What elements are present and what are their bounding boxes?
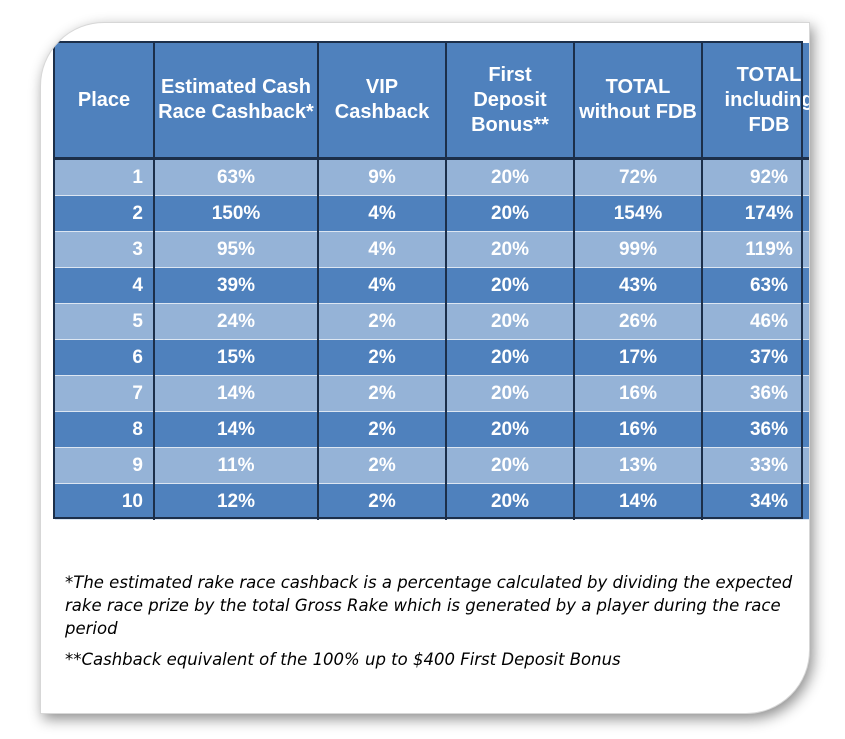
table-row: 7 14% 2% 20% 16% 36% bbox=[55, 375, 809, 412]
cell-vip-cashback: 4% bbox=[318, 231, 447, 268]
table-row: 8 14% 2% 20% 16% 36% bbox=[55, 411, 809, 448]
cell-place: 4 bbox=[55, 267, 155, 304]
cell-vip-cashback: 2% bbox=[318, 303, 447, 340]
cell-place: 2 bbox=[55, 195, 155, 232]
cell-estimated-cashback: 15% bbox=[154, 339, 319, 376]
cell-total-without-fdb: 13% bbox=[574, 447, 703, 484]
cell-vip-cashback: 4% bbox=[318, 267, 447, 304]
table-body: 1 63% 9% 20% 72% 92% 2 150% 4% 20% 154% 174% 3 95% 4% 2… bbox=[55, 158, 809, 520]
cell-place: 6 bbox=[55, 339, 155, 376]
cell-place: 10 bbox=[55, 483, 155, 520]
cell-estimated-cashback: 39% bbox=[154, 267, 319, 304]
cell-total-without-fdb: 26% bbox=[574, 303, 703, 340]
cell-total-including-fdb: 119% bbox=[702, 231, 809, 268]
cell-place: 8 bbox=[55, 411, 155, 448]
cell-total-without-fdb: 16% bbox=[574, 375, 703, 412]
cell-vip-cashback: 2% bbox=[318, 411, 447, 448]
column-header-first-deposit-bonus: First Deposit Bonus** bbox=[446, 43, 575, 159]
cashback-card: Place Estimated Cash Race Cashback* VIP … bbox=[40, 22, 810, 714]
cell-total-including-fdb: 63% bbox=[702, 267, 809, 304]
cell-estimated-cashback: 14% bbox=[154, 411, 319, 448]
cell-place: 3 bbox=[55, 231, 155, 268]
cell-total-without-fdb: 17% bbox=[574, 339, 703, 376]
column-header-estimated-cashback: Estimated Cash Race Cashback* bbox=[154, 43, 319, 159]
cell-total-without-fdb: 16% bbox=[574, 411, 703, 448]
footnotes: *The estimated rake race cashback is a p… bbox=[65, 571, 795, 679]
column-header-total-including-fdb: TOTAL including FDB bbox=[702, 43, 809, 159]
cell-vip-cashback: 9% bbox=[318, 158, 447, 196]
table-row: 2 150% 4% 20% 154% 174% bbox=[55, 195, 809, 232]
cell-first-deposit-bonus: 20% bbox=[446, 447, 575, 484]
table-header-row: Place Estimated Cash Race Cashback* VIP … bbox=[55, 43, 809, 159]
cell-total-including-fdb: 92% bbox=[702, 158, 809, 196]
cell-first-deposit-bonus: 20% bbox=[446, 267, 575, 304]
cell-first-deposit-bonus: 20% bbox=[446, 303, 575, 340]
cell-place: 7 bbox=[55, 375, 155, 412]
footnote-estimated-cashback: *The estimated rake race cashback is a p… bbox=[65, 573, 793, 638]
cell-estimated-cashback: 24% bbox=[154, 303, 319, 340]
cell-total-including-fdb: 36% bbox=[702, 411, 809, 448]
cell-vip-cashback: 2% bbox=[318, 375, 447, 412]
cell-total-without-fdb: 99% bbox=[574, 231, 703, 268]
cell-total-including-fdb: 34% bbox=[702, 483, 809, 520]
cell-estimated-cashback: 11% bbox=[154, 447, 319, 484]
table-row: 4 39% 4% 20% 43% 63% bbox=[55, 267, 809, 304]
cell-total-without-fdb: 72% bbox=[574, 158, 703, 196]
cell-place: 5 bbox=[55, 303, 155, 340]
table-row: 9 11% 2% 20% 13% 33% bbox=[55, 447, 809, 484]
cell-total-without-fdb: 14% bbox=[574, 483, 703, 520]
table-row: 6 15% 2% 20% 17% 37% bbox=[55, 339, 809, 376]
cell-first-deposit-bonus: 20% bbox=[446, 483, 575, 520]
cell-first-deposit-bonus: 20% bbox=[446, 375, 575, 412]
cell-place: 9 bbox=[55, 447, 155, 484]
cell-estimated-cashback: 63% bbox=[154, 158, 319, 196]
cell-total-including-fdb: 33% bbox=[702, 447, 809, 484]
cell-estimated-cashback: 14% bbox=[154, 375, 319, 412]
cell-total-including-fdb: 37% bbox=[702, 339, 809, 376]
column-header-total-without-fdb: TOTAL without FDB bbox=[574, 43, 703, 159]
cell-total-including-fdb: 174% bbox=[702, 195, 809, 232]
cell-total-including-fdb: 36% bbox=[702, 375, 809, 412]
column-header-place: Place bbox=[55, 43, 155, 159]
cell-vip-cashback: 2% bbox=[318, 339, 447, 376]
cell-first-deposit-bonus: 20% bbox=[446, 231, 575, 268]
table-row: 5 24% 2% 20% 26% 46% bbox=[55, 303, 809, 340]
table-row: 10 12% 2% 20% 14% 34% bbox=[55, 483, 809, 520]
column-header-vip-cashback: VIP Cashback bbox=[318, 43, 447, 159]
cell-first-deposit-bonus: 20% bbox=[446, 158, 575, 196]
cashback-table: Place Estimated Cash Race Cashback* VIP … bbox=[55, 43, 809, 520]
cell-vip-cashback: 2% bbox=[318, 447, 447, 484]
cell-estimated-cashback: 12% bbox=[154, 483, 319, 520]
cell-first-deposit-bonus: 20% bbox=[446, 411, 575, 448]
cell-total-including-fdb: 46% bbox=[702, 303, 809, 340]
cell-total-without-fdb: 43% bbox=[574, 267, 703, 304]
cell-vip-cashback: 4% bbox=[318, 195, 447, 232]
cell-estimated-cashback: 150% bbox=[154, 195, 319, 232]
table-row: 1 63% 9% 20% 72% 92% bbox=[55, 158, 809, 196]
cell-first-deposit-bonus: 20% bbox=[446, 195, 575, 232]
footnote-first-deposit-bonus: **Cashback equivalent of the 100% up to … bbox=[65, 650, 621, 669]
table-row: 3 95% 4% 20% 99% 119% bbox=[55, 231, 809, 268]
cell-estimated-cashback: 95% bbox=[154, 231, 319, 268]
cell-total-without-fdb: 154% bbox=[574, 195, 703, 232]
cell-first-deposit-bonus: 20% bbox=[446, 339, 575, 376]
cell-vip-cashback: 2% bbox=[318, 483, 447, 520]
cell-place: 1 bbox=[55, 158, 155, 196]
